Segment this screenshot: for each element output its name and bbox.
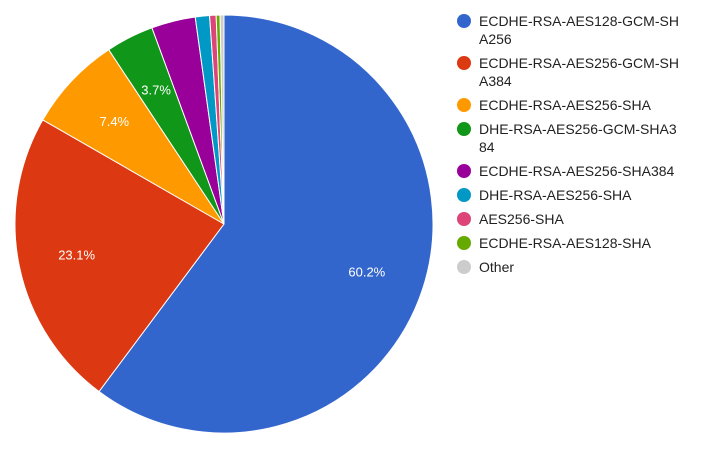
pie-slice[interactable]: [219, 14, 225, 225]
legend-item[interactable]: ECDHE-RSA-AES128-GCM-SHA256: [457, 12, 707, 48]
pie-slice[interactable]: [14, 119, 225, 393]
legend: ECDHE-RSA-AES128-GCM-SHA256 ECDHE-RSA-AE…: [457, 12, 707, 282]
slice-label: 60.2%: [348, 264, 385, 279]
legend-swatch: [457, 56, 471, 70]
legend-item[interactable]: ECDHE-RSA-AES256-GCM-SHA384: [457, 54, 707, 90]
legend-item[interactable]: AES256-SHA: [457, 210, 707, 228]
legend-item[interactable]: DHE-RSA-AES256-GCM-SHA384: [457, 120, 707, 156]
legend-item[interactable]: ECDHE-RSA-AES256-SHA384: [457, 162, 707, 180]
pie-slice[interactable]: [42, 48, 225, 225]
slice-label: 7.4%: [99, 114, 129, 129]
legend-swatch: [457, 122, 471, 136]
slice-label: 23.1%: [58, 248, 95, 263]
legend-swatch: [457, 236, 471, 250]
slice-label: 3.7%: [141, 83, 171, 98]
legend-item[interactable]: ECDHE-RSA-AES128-SHA: [457, 234, 707, 252]
legend-item[interactable]: ECDHE-RSA-AES256-SHA: [457, 96, 707, 114]
legend-swatch: [457, 188, 471, 202]
legend-swatch: [457, 164, 471, 178]
legend-swatch: [457, 98, 471, 112]
pie-chart: 60.2% 23.1% 7.4% 3.7%: [14, 14, 434, 434]
legend-item[interactable]: Other: [457, 258, 707, 276]
pie-slice[interactable]: [98, 14, 434, 434]
legend-swatch: [457, 14, 471, 28]
legend-swatch: [457, 260, 471, 274]
legend-swatch: [457, 212, 471, 226]
legend-item[interactable]: DHE-RSA-AES256-SHA: [457, 186, 707, 204]
